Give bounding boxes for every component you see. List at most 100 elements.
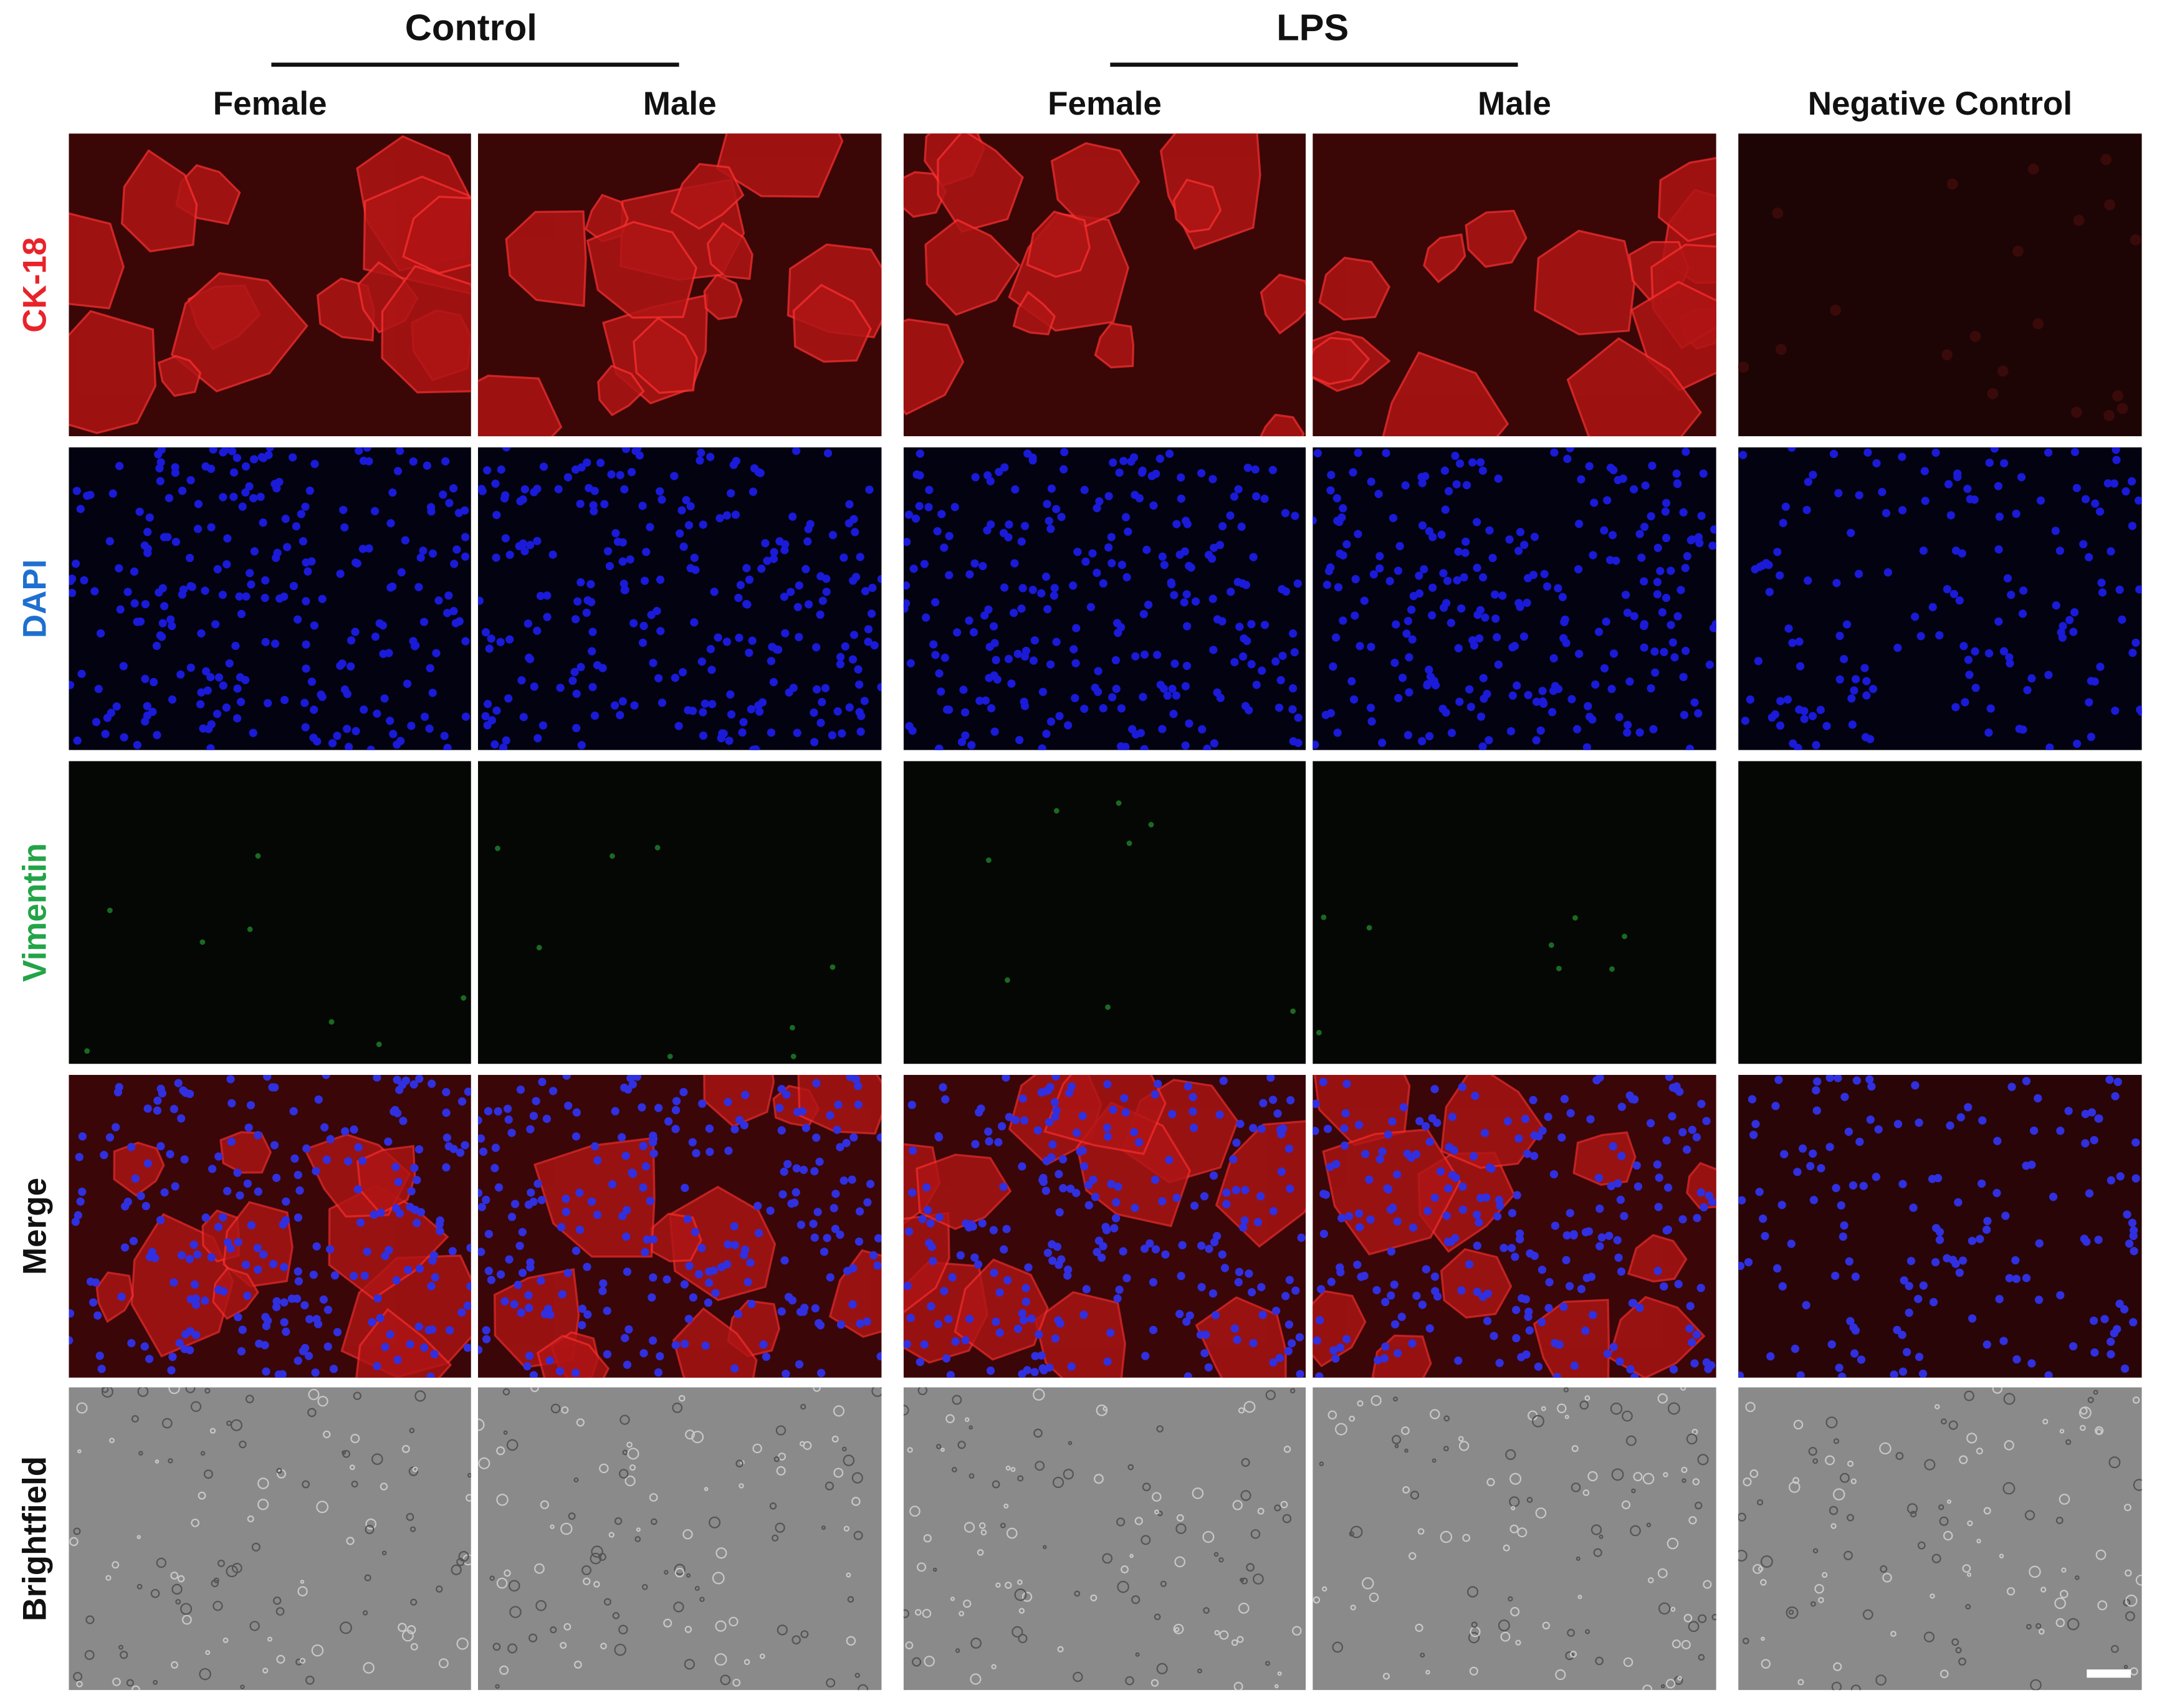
nucleus	[1099, 579, 1107, 588]
nucleus	[1994, 617, 2003, 626]
nucleus	[116, 605, 125, 614]
nucleus	[978, 1219, 987, 1228]
nucleus	[529, 1112, 538, 1120]
nucleus	[620, 485, 629, 494]
nucleus	[639, 1183, 648, 1192]
nucleus	[479, 1147, 488, 1156]
nucleus	[1039, 1173, 1048, 1183]
nucleus	[1427, 611, 1437, 620]
nucleus	[2000, 459, 2009, 468]
micrograph	[477, 133, 882, 437]
nucleus	[499, 743, 508, 750]
cell-outline	[2059, 1494, 2070, 1505]
cell-outline	[603, 1598, 611, 1606]
nucleus	[1458, 1205, 1467, 1214]
nucleus	[487, 1276, 495, 1284]
nucleus	[69, 1336, 74, 1345]
nucleus	[497, 465, 505, 474]
cell-outline	[1761, 1659, 1771, 1669]
cell-outline	[1265, 1390, 1276, 1400]
nucleus	[310, 621, 318, 630]
nucleus	[427, 1282, 436, 1291]
nucleus	[2057, 628, 2065, 637]
nucleus	[1277, 1130, 1286, 1138]
nucleus	[744, 1277, 752, 1287]
nucleus	[2111, 706, 2120, 715]
nucleus	[1038, 744, 1046, 750]
nucleus	[572, 689, 581, 699]
nucleus	[477, 1116, 482, 1125]
nucleus	[336, 661, 345, 670]
nucleus	[1120, 1094, 1129, 1102]
cell-outline	[456, 1638, 469, 1650]
nucleus	[1415, 1117, 1424, 1125]
nucleus	[870, 641, 879, 650]
nucleus	[2056, 1291, 2065, 1300]
nucleus	[136, 1191, 145, 1200]
nucleus	[999, 1182, 1008, 1191]
nucleus	[477, 596, 484, 605]
nucleus	[1381, 1297, 1390, 1307]
cell-outline	[153, 1679, 158, 1685]
cell-outline	[1349, 1531, 1354, 1537]
nucleus	[1609, 966, 1615, 972]
nucleus	[1288, 684, 1298, 693]
cell-outline	[226, 1565, 238, 1578]
nucleus	[538, 721, 548, 730]
cell-outline	[2123, 1664, 2128, 1669]
nucleus	[684, 1314, 693, 1324]
cell-outline	[591, 1545, 603, 1558]
nucleus	[1336, 1343, 1345, 1352]
nucleus	[586, 580, 595, 589]
cell-outline	[412, 1466, 418, 1472]
cell-outline	[262, 1667, 269, 1674]
nucleus	[1111, 1214, 1121, 1223]
cell-outline	[1958, 1658, 1966, 1666]
nucleus	[1295, 1333, 1304, 1342]
nucleus	[1444, 1184, 1453, 1193]
nucleus	[190, 1280, 199, 1289]
nucleus	[1793, 1168, 1802, 1176]
nucleus	[1329, 662, 1337, 671]
cell-outline	[1599, 1534, 1604, 1539]
nucleus	[223, 1238, 232, 1247]
cell-outline	[1850, 1684, 1861, 1691]
nucleus	[775, 537, 784, 546]
nucleus	[1005, 977, 1010, 983]
nucleus	[1562, 639, 1571, 647]
nucleus	[492, 553, 500, 562]
nucleus	[1284, 1320, 1294, 1329]
nucleus	[965, 1314, 974, 1324]
nucleus	[1316, 1029, 1322, 1036]
cell-outline	[1440, 1530, 1453, 1543]
nucleus	[1883, 568, 1892, 577]
nucleus	[804, 600, 813, 609]
nucleus	[731, 510, 740, 519]
cell-outline	[489, 1575, 495, 1581]
nucleus	[1331, 633, 1341, 642]
nucleus	[1499, 1244, 1508, 1252]
micrograph-background	[1738, 1074, 2142, 1378]
nucleus	[1798, 1144, 1807, 1153]
nucleus	[255, 853, 261, 859]
nucleus	[646, 1196, 654, 1205]
cell-outline	[826, 1678, 836, 1688]
nucleus	[297, 510, 305, 518]
cell-outline	[217, 1559, 225, 1567]
nucleus	[593, 1156, 602, 1165]
nucleus	[639, 1348, 648, 1358]
nucleus	[495, 846, 500, 851]
nucleus	[971, 473, 980, 482]
nucleus	[300, 699, 309, 707]
nucleus	[1839, 1232, 1847, 1241]
nucleus	[540, 1310, 549, 1319]
cell-outline	[560, 1522, 573, 1535]
cell-outline	[364, 1574, 371, 1582]
cell-outline	[1660, 1684, 1665, 1689]
nucleus	[270, 639, 280, 648]
nucleus	[1995, 1295, 2004, 1304]
nucleus	[1013, 1324, 1023, 1333]
cell-outline	[624, 1475, 636, 1487]
nucleus	[1784, 624, 1793, 633]
nucleus	[649, 1235, 658, 1244]
